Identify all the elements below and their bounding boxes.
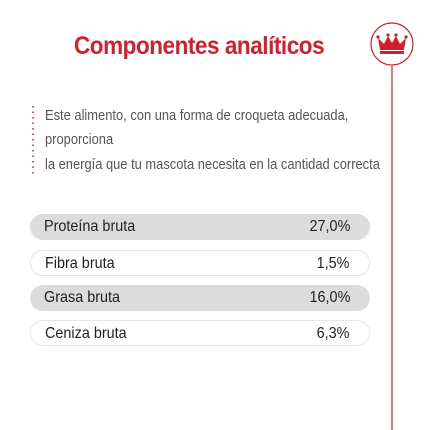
nutrient-label: Proteína bruta [44,218,136,235]
nutrient-value: 27,0% [309,218,350,235]
table-row: Proteína bruta 27,0% [30,214,370,240]
nutrient-value: 16,0% [309,289,350,306]
description-line: proporciona [45,131,114,148]
description-line: la energía que tu mascota necesita en la… [45,156,380,173]
table-row: Grasa bruta 16,0% [30,285,370,311]
nutrient-label: Fibra bruta [45,255,115,272]
nutrient-value: 6,3% [316,325,349,342]
table-row: Ceniza bruta 6,3% [30,320,370,346]
logo-circle [370,22,414,66]
title: Componentes analíticos [74,32,325,60]
description-line: Este alimento, con una forma de croqueta… [45,107,349,124]
table-row: Fibra bruta 1,5% [30,250,370,276]
nutrient-value: 1,5% [316,255,349,272]
crown-icon [376,33,408,54]
nutrient-label: Grasa bruta [44,289,121,306]
nutrient-label: Ceniza bruta [45,325,127,342]
